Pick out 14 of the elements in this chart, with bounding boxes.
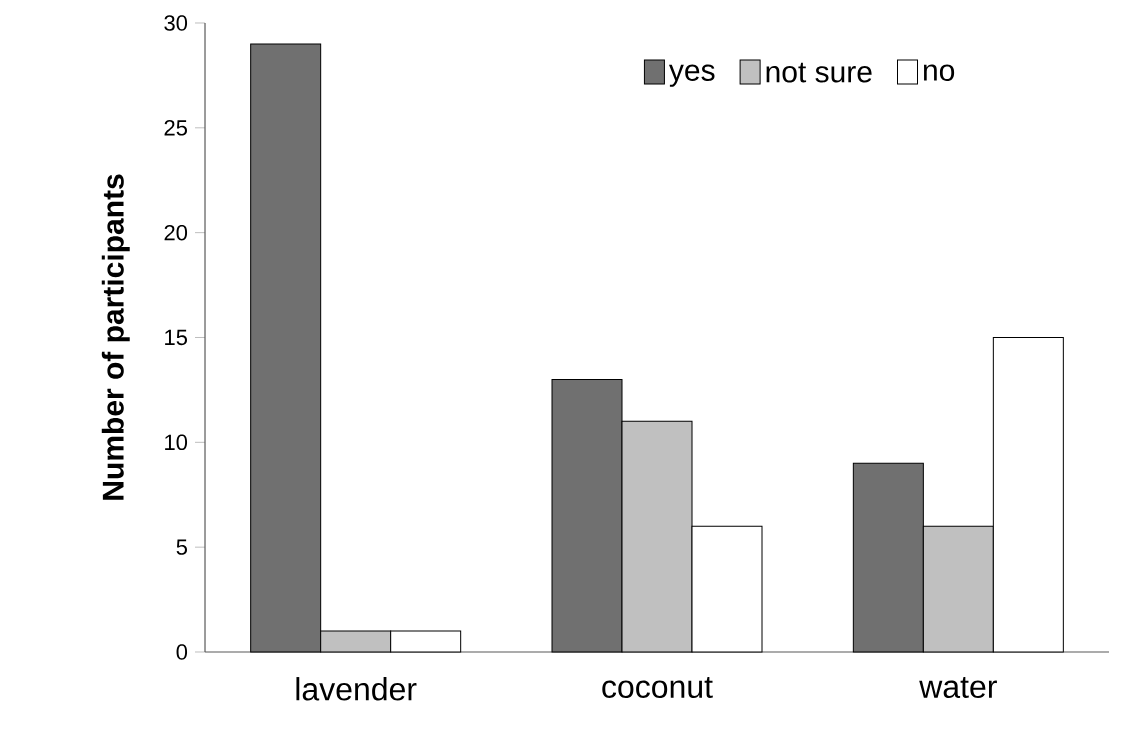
y-tick-label: 0 [176,644,188,660]
legend-label: no [923,64,955,81]
y-tick-label: 25 [164,120,187,136]
y-tick-label: 20 [164,224,188,241]
y-tick-label: 30 [164,15,188,31]
y-axis-title: Number of participants [101,174,130,500]
y-tick-label: 10 [165,434,188,451]
y-tick-label: 15 [165,329,187,346]
legend-label: yes [668,64,715,87]
y-tick-label: 5 [176,539,187,555]
x-tick-label: coconut [602,677,713,699]
legend-label: not sure [766,62,872,83]
x-tick-label: lavender [296,677,417,701]
x-tick-label: water [919,677,997,699]
